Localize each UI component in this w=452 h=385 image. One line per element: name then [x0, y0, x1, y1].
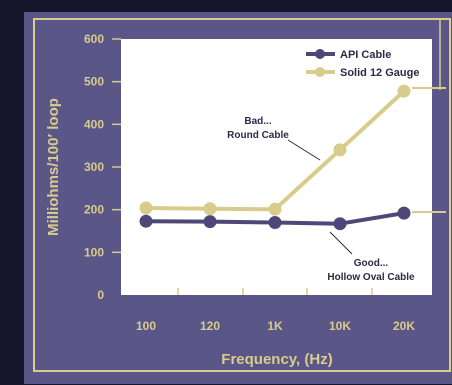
y-tick-label: 300 — [84, 160, 104, 174]
annotation-good-hollow-oval-cable: Good... Hollow Oval Cable — [327, 231, 415, 283]
legend-label-api-cable: API Cable — [340, 49, 391, 61]
x-axis-title: Frequency, (Hz) — [221, 351, 332, 368]
legend-marker-api-cable — [315, 49, 325, 59]
legend-marker-solid-12-gauge — [315, 67, 325, 77]
y-tick-label: 600 — [84, 32, 104, 46]
data-point-api-cable — [203, 215, 217, 229]
annotation-leader — [329, 231, 353, 255]
x-tick-label: 10K — [329, 319, 351, 333]
y-tick-label: 200 — [84, 203, 104, 217]
y-axis-title: Milliohms/100′ loop — [45, 98, 62, 236]
data-point-api-cable — [333, 217, 347, 231]
plot-area — [121, 39, 432, 295]
data-point-api-cable — [397, 206, 411, 220]
annotation-line: Good... — [354, 258, 389, 269]
x-tick-label: 100 — [136, 319, 156, 333]
y-tick-label: 500 — [84, 75, 104, 89]
x-axis: 100 120 1K 10K 20K — [136, 288, 415, 333]
annotation-line: Round Cable — [227, 130, 289, 141]
data-point-api-cable — [139, 214, 153, 228]
y-tick-label: 400 — [84, 117, 104, 131]
annotation-line: Bad... — [244, 116, 271, 127]
data-point-solid-12-gauge — [203, 202, 217, 216]
data-point-api-cable — [268, 216, 282, 229]
data-point-solid-12-gauge — [139, 201, 153, 215]
x-tick-label: 1K — [267, 319, 283, 333]
data-point-solid-12-gauge — [268, 202, 282, 216]
data-point-solid-12-gauge — [333, 143, 347, 157]
legend: API Cable Solid 12 Gauge — [306, 49, 419, 79]
y-axis: 0 100 200 300 400 500 600 — [84, 32, 121, 302]
annotation-bad-round-cable: Bad... Round Cable — [227, 116, 321, 161]
x-tick-label: 120 — [200, 319, 220, 333]
legend-label-solid-12-gauge: Solid 12 Gauge — [340, 67, 419, 79]
x-tick-label: 20K — [393, 319, 415, 333]
y-tick-label: 0 — [97, 288, 104, 302]
series-layer — [139, 84, 411, 231]
chart-frame — [33, 18, 451, 372]
data-point-solid-12-gauge — [397, 84, 411, 98]
annotation-line: Hollow Oval Cable — [327, 272, 415, 283]
y-tick-label: 100 — [84, 245, 104, 259]
annotation-leader — [287, 139, 321, 161]
